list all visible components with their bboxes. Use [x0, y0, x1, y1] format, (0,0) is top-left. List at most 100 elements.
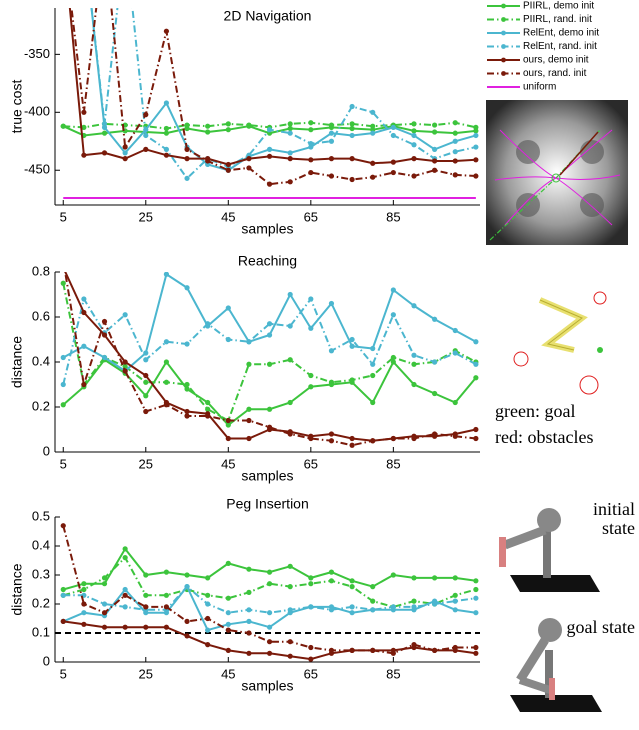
- data-point: [101, 332, 108, 338]
- data-point: [81, 124, 87, 130]
- data-point: [101, 581, 108, 587]
- data-point: [60, 586, 66, 593]
- data-point: [205, 615, 211, 622]
- data-point: [390, 159, 396, 165]
- data-point: [122, 363, 128, 370]
- data-point: [266, 332, 273, 338]
- x-tick-label: 85: [386, 209, 400, 224]
- data-point: [205, 413, 211, 419]
- data-point: [328, 300, 335, 307]
- x-tick-label: 65: [304, 666, 318, 681]
- data-point: [81, 381, 87, 388]
- x-tick-label: 45: [221, 456, 235, 471]
- data-point: [411, 156, 417, 162]
- data-point: [184, 146, 190, 152]
- data-point: [411, 381, 417, 388]
- y-tick-label: 0.2: [32, 398, 50, 413]
- data-point: [473, 426, 479, 433]
- data-point: [473, 644, 479, 651]
- data-point: [225, 422, 231, 428]
- data-point: [308, 157, 314, 163]
- y-axis-label: distance: [9, 563, 25, 615]
- data-point: [205, 627, 211, 633]
- data-point: [143, 350, 149, 356]
- data-point: [246, 417, 252, 424]
- data-point: [308, 656, 314, 662]
- x-tick-label: 45: [221, 209, 235, 224]
- data-point: [143, 393, 149, 399]
- x-axis-label: samples: [241, 221, 293, 237]
- data-point: [287, 150, 293, 156]
- data-point: [266, 181, 273, 187]
- data-point: [370, 598, 376, 604]
- data-point: [432, 359, 438, 365]
- data-point: [60, 592, 66, 598]
- x-axis-label: samples: [241, 678, 293, 694]
- data-point: [163, 604, 170, 610]
- data-point: [81, 296, 87, 302]
- data-point: [246, 618, 252, 625]
- data-point: [349, 336, 355, 343]
- data-point: [143, 604, 149, 610]
- data-point: [411, 642, 417, 648]
- data-point: [473, 361, 479, 367]
- data-point: [101, 121, 108, 127]
- data-point: [349, 132, 355, 139]
- y-tick-label: 0.8: [32, 263, 50, 278]
- data-point: [81, 601, 87, 607]
- data-point: [349, 604, 355, 610]
- data-point: [101, 610, 108, 616]
- legend-label: ours, demo init: [523, 55, 589, 66]
- data-point: [266, 424, 273, 430]
- data-point: [122, 312, 128, 318]
- data-point: [473, 144, 479, 150]
- data-point: [184, 175, 190, 181]
- data-point: [205, 129, 211, 135]
- data-point: [308, 169, 314, 176]
- data-point: [205, 123, 211, 129]
- data-point: [184, 341, 190, 347]
- y-tick-label: 0.4: [32, 353, 50, 368]
- robot-illustration: [499, 508, 602, 712]
- x-tick-label: 25: [139, 209, 153, 224]
- data-point: [81, 610, 87, 616]
- data-point: [432, 390, 438, 397]
- data-point: [184, 572, 190, 578]
- data-point: [143, 572, 149, 578]
- data-point: [411, 352, 417, 358]
- data-point: [349, 584, 355, 590]
- data-point: [266, 361, 273, 367]
- legend-label: PIIRL, rand. init: [523, 14, 592, 25]
- data-point: [225, 621, 231, 627]
- data-point: [328, 578, 335, 584]
- data-point: [225, 417, 231, 424]
- series-line: [62, 296, 477, 385]
- data-point: [122, 604, 128, 610]
- data-point: [390, 354, 396, 361]
- data-point: [287, 323, 293, 329]
- y-tick-label: 0.2: [32, 595, 50, 610]
- data-point: [184, 618, 190, 625]
- data-point: [81, 343, 87, 349]
- data-point: [205, 642, 211, 648]
- x-tick-label: 5: [60, 456, 67, 471]
- data-point: [163, 379, 170, 385]
- data-point: [390, 359, 396, 365]
- data-point: [328, 438, 335, 444]
- data-point: [225, 647, 231, 654]
- y-tick-label: -450: [24, 162, 50, 177]
- data-point: [411, 173, 417, 179]
- data-point: [432, 575, 438, 581]
- data-point: [473, 610, 479, 616]
- data-point: [308, 372, 314, 379]
- plot-area: [60, 8, 479, 200]
- data-point: [81, 152, 87, 158]
- data-point: [184, 285, 190, 291]
- data-point: [81, 621, 87, 627]
- data-point: [473, 586, 479, 593]
- data-point: [287, 431, 293, 437]
- data-point: [370, 607, 376, 613]
- data-point: [225, 336, 231, 343]
- legend-marker: [501, 71, 506, 76]
- chart-title: 2D Navigation: [224, 8, 312, 24]
